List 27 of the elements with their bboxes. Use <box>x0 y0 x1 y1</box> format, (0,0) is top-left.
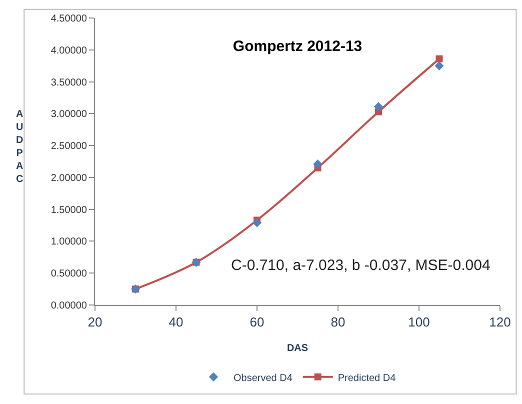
x-tick-label: 80 <box>330 314 346 330</box>
y-tick-label: 1.50000 <box>50 204 88 216</box>
x-tick-label: 60 <box>250 314 264 330</box>
legend-label: Predicted D4 <box>338 372 396 384</box>
annotation: C-0.710, a-7.023, b -0.037, MSE-0.004 <box>231 257 490 274</box>
point <box>436 55 443 62</box>
x-tick-label: 40 <box>168 314 184 330</box>
x-tick-label: 120 <box>489 314 511 330</box>
y-tick-label: 2.00000 <box>50 172 88 184</box>
text: Gompertz 2012-13 <box>232 38 362 55</box>
x-axis-title: DAS <box>286 343 308 354</box>
y-tick-label: 4.50000 <box>50 14 88 24</box>
point <box>313 160 322 169</box>
y-tick-label: 0.00000 <box>50 300 88 312</box>
y-axis-title: AUDPAC <box>16 109 24 185</box>
x-tick-label: 100 <box>408 314 430 330</box>
y-tick-label: 0.50000 <box>50 268 88 280</box>
y-tick-label: 3.00000 <box>50 109 88 120</box>
point <box>374 102 384 112</box>
y-tick-label: 3.50000 <box>50 77 88 88</box>
legend-label: Observed D4 <box>234 372 293 384</box>
y-tick-label: 2.50000 <box>50 141 88 152</box>
x-tick-label: 20 <box>88 314 102 330</box>
y-tick-label: 1.00000 <box>50 236 88 248</box>
point <box>434 61 444 70</box>
y-tick-label: 4.00000 <box>50 45 88 56</box>
point <box>252 218 262 228</box>
